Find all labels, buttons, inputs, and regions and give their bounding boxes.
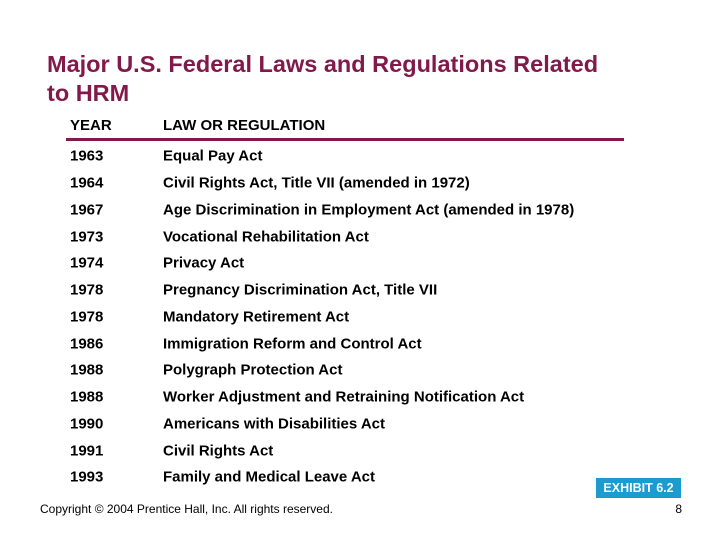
row-year: 1964 xyxy=(70,174,104,192)
row-year: 1986 xyxy=(70,335,104,353)
row-year: 1990 xyxy=(70,415,104,433)
row-law: Equal Pay Act xyxy=(163,147,263,165)
table-row: 1988 Polygraph Protection Act xyxy=(0,357,720,384)
row-year: 1988 xyxy=(70,361,104,379)
row-year: 1991 xyxy=(70,442,104,460)
row-year: 1967 xyxy=(70,201,104,219)
table-row: 1978 Mandatory Retirement Act xyxy=(0,304,720,331)
table-row: 1973 Vocational Rehabilitation Act xyxy=(0,223,720,250)
exhibit-badge: EXHIBIT 6.2 xyxy=(596,478,681,498)
table-row: 1986 Immigration Reform and Control Act xyxy=(0,330,720,357)
page-title-line-2: to HRM xyxy=(47,80,130,106)
row-law: Privacy Act xyxy=(163,254,245,272)
laws-table-body: 1963 Equal Pay Act 1964 Civil Rights Act… xyxy=(0,143,720,491)
row-law: Vocational Rehabilitation Act xyxy=(163,228,369,246)
row-law: Family and Medical Leave Act xyxy=(163,468,376,486)
copyright-text: Copyright © 2004 Prentice Hall, Inc. All… xyxy=(40,502,333,516)
table-row: 1963 Equal Pay Act xyxy=(0,143,720,170)
row-law: Polygraph Protection Act xyxy=(163,361,343,379)
row-law: Age Discrimination in Employment Act (am… xyxy=(163,201,575,219)
page-title: Major U.S. Federal Laws and Regulations … xyxy=(47,50,598,108)
row-law: Americans with Disabilities Act xyxy=(163,415,386,433)
row-year: 1973 xyxy=(70,228,104,246)
table-row: 1978 Pregnancy Discrimination Act, Title… xyxy=(0,277,720,304)
row-year: 1993 xyxy=(70,468,104,486)
row-law: Pregnancy Discrimination Act, Title VII xyxy=(163,281,438,299)
row-year: 1974 xyxy=(70,254,104,272)
page-title-line-1: Major U.S. Federal Laws and Regulations … xyxy=(47,51,599,77)
header-divider-line xyxy=(66,138,624,141)
row-law: Civil Rights Act, Title VII (amended in … xyxy=(163,174,470,192)
table-row: 1974 Privacy Act xyxy=(0,250,720,277)
row-year: 1978 xyxy=(70,308,104,326)
table-row: 1964 Civil Rights Act, Title VII (amende… xyxy=(0,170,720,197)
table-row: 1990 Americans with Disabilities Act xyxy=(0,411,720,438)
row-year: 1988 xyxy=(70,388,104,406)
column-header-year: YEAR xyxy=(70,117,112,134)
table-row: 1993 Family and Medical Leave Act xyxy=(0,464,720,491)
row-year: 1978 xyxy=(70,281,104,299)
row-law: Immigration Reform and Control Act xyxy=(163,335,422,353)
table-row: 1991 Civil Rights Act xyxy=(0,437,720,464)
column-header-law: LAW OR REGULATION xyxy=(163,117,326,134)
table-row: 1988 Worker Adjustment and Retraining No… xyxy=(0,384,720,411)
row-law: Civil Rights Act xyxy=(163,442,274,460)
row-year: 1963 xyxy=(70,147,104,165)
table-row: 1967 Age Discrimination in Employment Ac… xyxy=(0,197,720,224)
row-law: Mandatory Retirement Act xyxy=(163,308,350,326)
row-law: Worker Adjustment and Retraining Notific… xyxy=(163,388,525,406)
page-number: 8 xyxy=(675,502,682,516)
